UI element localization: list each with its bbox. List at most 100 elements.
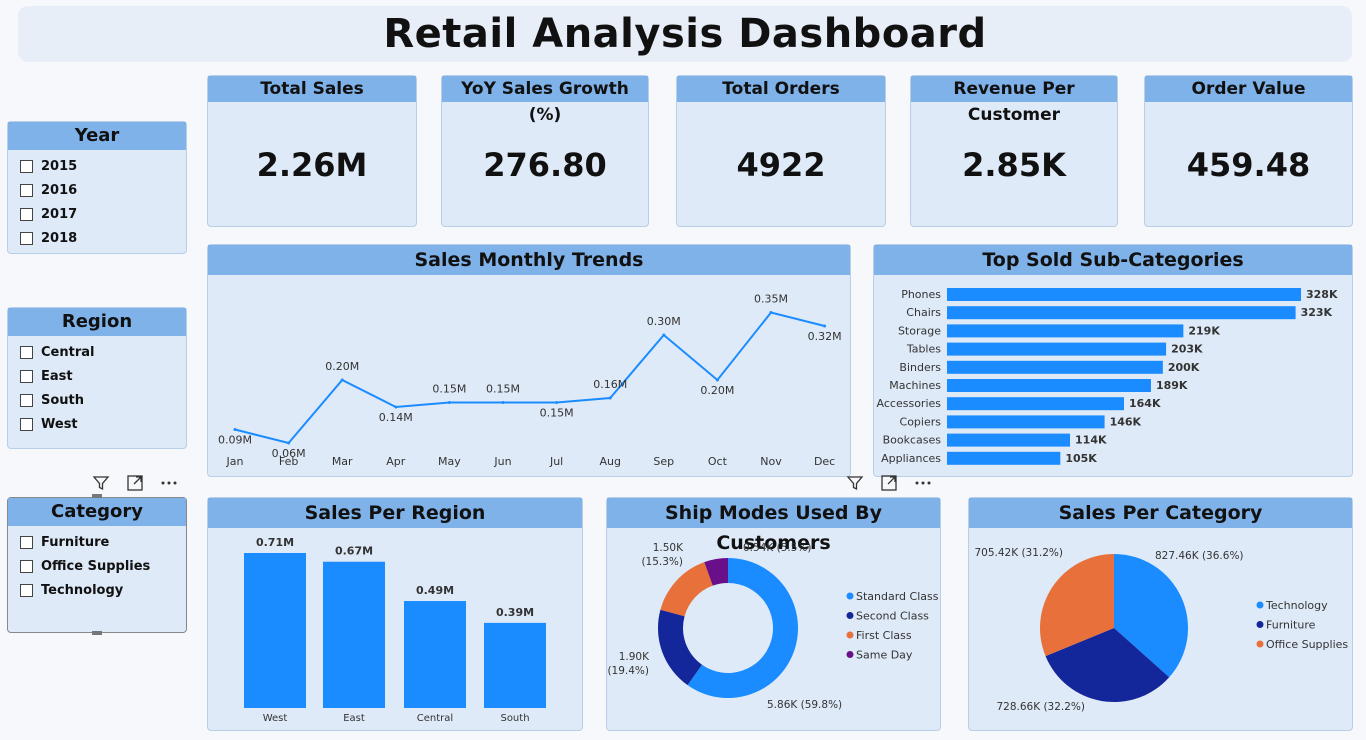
kpi-card-order-value[interactable]: Order Value 459.48 bbox=[1144, 75, 1353, 227]
slicer-option[interactable]: 2018 bbox=[20, 226, 186, 250]
checkbox[interactable] bbox=[20, 231, 33, 245]
data-label: 0.15M bbox=[432, 383, 466, 396]
data-point bbox=[823, 324, 827, 328]
data-label: 1.50K bbox=[653, 542, 684, 554]
data-point bbox=[233, 428, 237, 431]
ship-modes-panel[interactable]: Ship Modes Used By Customers 5.86K (59.8… bbox=[606, 497, 941, 731]
data-label: 146K bbox=[1110, 415, 1142, 428]
focus-mode-icon[interactable] bbox=[124, 472, 146, 494]
slicer-option[interactable]: Furniture bbox=[20, 530, 186, 554]
region-slicer[interactable]: Region Central East South West bbox=[7, 307, 187, 449]
checkbox[interactable] bbox=[20, 559, 33, 573]
more-options-icon[interactable] bbox=[158, 472, 180, 494]
category-label: Appliances bbox=[881, 452, 941, 465]
bar bbox=[947, 379, 1151, 392]
checkbox[interactable] bbox=[20, 159, 33, 173]
x-tick-label: Apr bbox=[386, 455, 406, 468]
data-label: 0.06M bbox=[272, 447, 306, 460]
slice bbox=[660, 562, 713, 617]
checkbox[interactable] bbox=[20, 207, 33, 221]
panel-title: Sales Per Category bbox=[969, 498, 1352, 528]
slicer-option[interactable]: East bbox=[20, 364, 186, 388]
slicer-option[interactable]: Office Supplies bbox=[20, 554, 186, 578]
x-tick-label: Jan bbox=[226, 455, 244, 468]
slicer-option[interactable]: Technology bbox=[20, 578, 186, 602]
checkbox[interactable] bbox=[20, 393, 33, 407]
top-sub-categories-panel[interactable]: Top Sold Sub-Categories Phones 328K Chairs… bbox=[873, 244, 1353, 477]
slicer-title: Region bbox=[8, 308, 186, 336]
visual-toolbar bbox=[90, 472, 180, 494]
legend-label: Technology bbox=[1265, 599, 1328, 612]
year-slicer[interactable]: Year 2015 2016 2017 2018 bbox=[7, 121, 187, 254]
data-point bbox=[769, 311, 773, 314]
kpi-label: Total Orders bbox=[677, 76, 885, 102]
x-tick-label: South bbox=[500, 713, 529, 724]
legend-label: Furniture bbox=[1266, 619, 1316, 632]
legend-label: Office Supplies bbox=[1266, 638, 1348, 651]
slicer-option[interactable]: Central bbox=[20, 340, 186, 364]
resize-handle[interactable] bbox=[92, 494, 102, 498]
category-label: Phones bbox=[901, 288, 941, 301]
kpi-label: YoY Sales Growth (%) bbox=[442, 76, 648, 125]
kpi-card-total-sales[interactable]: Total Sales 2.26M bbox=[207, 75, 417, 227]
x-tick-label: Oct bbox=[708, 455, 728, 468]
sales-per-region-panel[interactable]: Sales Per Region 0.71M West 0.67M East 0.49M… bbox=[207, 497, 583, 731]
data-label: 0.71M bbox=[256, 536, 294, 549]
option-label: Furniture bbox=[41, 534, 110, 550]
slicer-option[interactable]: West bbox=[20, 412, 186, 436]
slicer-title: Category bbox=[8, 498, 186, 526]
slicer-option[interactable]: South bbox=[20, 388, 186, 412]
data-label: 0.15M bbox=[486, 383, 520, 396]
slicer-option[interactable]: 2015 bbox=[20, 154, 186, 178]
x-tick-label: Feb bbox=[279, 455, 298, 468]
checkbox[interactable] bbox=[20, 183, 33, 197]
x-tick-label: Jun bbox=[493, 455, 511, 468]
sales-per-category-panel[interactable]: Sales Per Category 827.46K (36.6%) 728.66… bbox=[968, 497, 1353, 731]
slicer-option[interactable]: 2017 bbox=[20, 202, 186, 226]
more-options-icon[interactable] bbox=[912, 472, 934, 494]
category-slicer[interactable]: Category Furniture Office Supplies Techn… bbox=[7, 497, 187, 633]
panel-title: Ship Modes Used By Customers bbox=[607, 498, 940, 554]
filter-icon[interactable] bbox=[844, 472, 866, 494]
bar bbox=[323, 561, 385, 708]
panel-title: Sales Per Region bbox=[208, 498, 582, 528]
checkbox[interactable] bbox=[20, 583, 33, 597]
category-label: Tables bbox=[906, 343, 941, 356]
x-tick-label: Sep bbox=[653, 455, 674, 468]
sales-monthly-trends-panel[interactable]: Sales Monthly Trends 0.09M Jan 0.06M Feb 0.2… bbox=[207, 244, 851, 477]
data-label: 0.49M bbox=[416, 584, 454, 597]
kpi-card-revenue-per-customer[interactable]: Revenue Per Customer 2.85K bbox=[910, 75, 1118, 227]
slicer-option[interactable]: 2016 bbox=[20, 178, 186, 202]
kpi-value: 276.80 bbox=[483, 146, 607, 184]
category-label: Chairs bbox=[906, 306, 941, 319]
panel-title: Top Sold Sub-Categories bbox=[874, 245, 1352, 275]
resize-handle[interactable] bbox=[92, 631, 102, 635]
data-label: 827.46K (36.6%) bbox=[1155, 550, 1244, 562]
x-tick-label: Central bbox=[417, 713, 453, 724]
bar bbox=[244, 553, 306, 708]
data-label: 219K bbox=[1188, 324, 1220, 337]
data-label: 0.54K (5.5%) bbox=[743, 542, 811, 554]
checkbox[interactable] bbox=[20, 535, 33, 549]
x-tick-label: May bbox=[438, 455, 461, 468]
checkbox[interactable] bbox=[20, 345, 33, 359]
focus-mode-icon[interactable] bbox=[878, 472, 900, 494]
legend-label: Standard Class bbox=[856, 590, 939, 603]
checkbox[interactable] bbox=[20, 417, 33, 431]
x-tick-label: East bbox=[343, 713, 365, 724]
slice bbox=[1114, 554, 1188, 678]
data-label: 5.86K (59.8%) bbox=[767, 699, 842, 711]
slice bbox=[704, 558, 728, 586]
option-label: Central bbox=[41, 344, 95, 360]
filter-icon[interactable] bbox=[90, 472, 112, 494]
x-tick-label: West bbox=[263, 713, 288, 724]
kpi-card-yoy-growth[interactable]: YoY Sales Growth (%) 276.80 bbox=[441, 75, 649, 227]
x-tick-label: Mar bbox=[332, 455, 353, 468]
legend-swatch bbox=[1256, 621, 1264, 628]
bar bbox=[947, 324, 1184, 338]
kpi-card-total-orders[interactable]: Total Orders 4922 bbox=[676, 75, 886, 227]
option-label: Office Supplies bbox=[41, 558, 151, 574]
visual-toolbar bbox=[844, 472, 934, 494]
checkbox[interactable] bbox=[20, 369, 33, 383]
x-tick-label: Dec bbox=[814, 455, 835, 468]
